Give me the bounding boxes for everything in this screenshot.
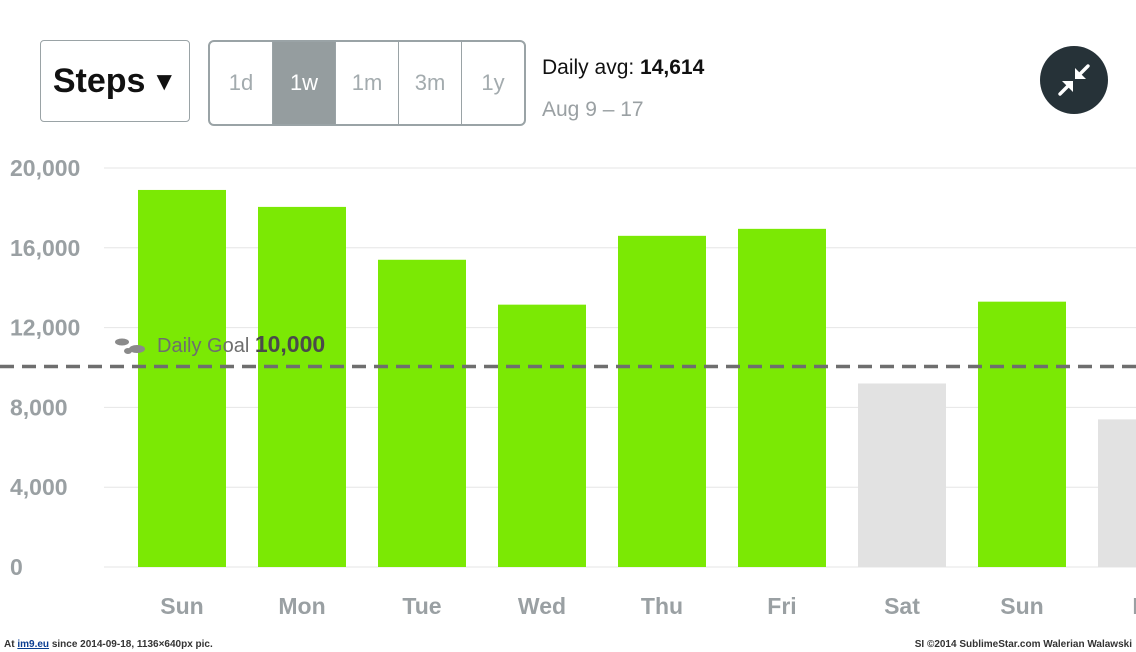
goal-label-text: Daily Goal xyxy=(157,335,255,357)
x-tick-label: Mon xyxy=(278,593,325,619)
x-tick-label: M xyxy=(1132,593,1136,619)
y-tick-label: 12,000 xyxy=(10,315,80,341)
bar xyxy=(258,206,346,567)
steps-bar-chart: 0 4,000 8,000 12,000 16,000 20,000 Sun Mon Tue We… xyxy=(0,155,1136,619)
daily-average-value: 14,614 xyxy=(640,56,705,79)
range-1w[interactable]: 1w xyxy=(272,42,335,124)
footer-right: SI ©2014 SublimeStar.com Walerian Walaws… xyxy=(914,639,1132,650)
range-1d[interactable]: 1d xyxy=(228,70,254,95)
x-tick-label: Sun xyxy=(160,593,203,619)
goal-value-text: 10,000 xyxy=(255,331,325,357)
metric-label: Steps xyxy=(52,61,146,100)
bar xyxy=(738,228,826,567)
range-1y[interactable]: 1y xyxy=(461,42,524,124)
collapse-button[interactable] xyxy=(1040,46,1108,114)
y-tick-label: 0 xyxy=(10,554,23,580)
footprints-icon xyxy=(115,338,145,354)
bar xyxy=(978,301,1066,567)
y-tick-label: 20,000 xyxy=(10,155,80,181)
x-tick-label: Thu xyxy=(641,593,683,619)
bar xyxy=(498,304,586,567)
x-tick-label: Fri xyxy=(767,593,796,619)
x-tick-label: Sun xyxy=(1000,593,1043,619)
x-tick-label: Wed xyxy=(518,593,566,619)
footer-left: At im9.eu since 2014-09-18, 1136×640px p… xyxy=(4,639,213,650)
caret-down-icon: ▼ xyxy=(151,65,178,96)
range-3m[interactable]: 3m xyxy=(398,42,461,124)
bar xyxy=(618,235,706,567)
footer-left-prefix: At xyxy=(4,639,15,650)
x-tick-label: Tue xyxy=(402,593,441,619)
bar xyxy=(138,189,226,567)
footer-link[interactable]: im9.eu xyxy=(17,639,50,650)
y-tick-label: 16,000 xyxy=(10,235,80,261)
collapse-arrows-icon xyxy=(1058,64,1090,96)
y-tick-label: 8,000 xyxy=(10,394,68,420)
daily-average-label: Daily avg: xyxy=(542,56,635,79)
footer-left-suffix: since 2014-09-18, 1136×640px pic. xyxy=(51,639,213,650)
metric-dropdown[interactable]: Steps ▼ xyxy=(40,40,190,122)
goal-label: Daily Goal 10,000 xyxy=(157,331,325,357)
range-1m[interactable]: 1m xyxy=(335,42,398,124)
date-range: Aug 9 – 17 xyxy=(542,98,644,121)
bar xyxy=(378,259,466,567)
bar xyxy=(1098,419,1136,567)
range-selector: 1d 1w 1m 3m 1y xyxy=(208,40,526,126)
x-tick-label: Sat xyxy=(884,593,920,619)
bar xyxy=(858,383,946,567)
daily-average: Daily avg: 14,614 xyxy=(542,56,704,80)
y-tick-label: 4,000 xyxy=(10,474,68,500)
